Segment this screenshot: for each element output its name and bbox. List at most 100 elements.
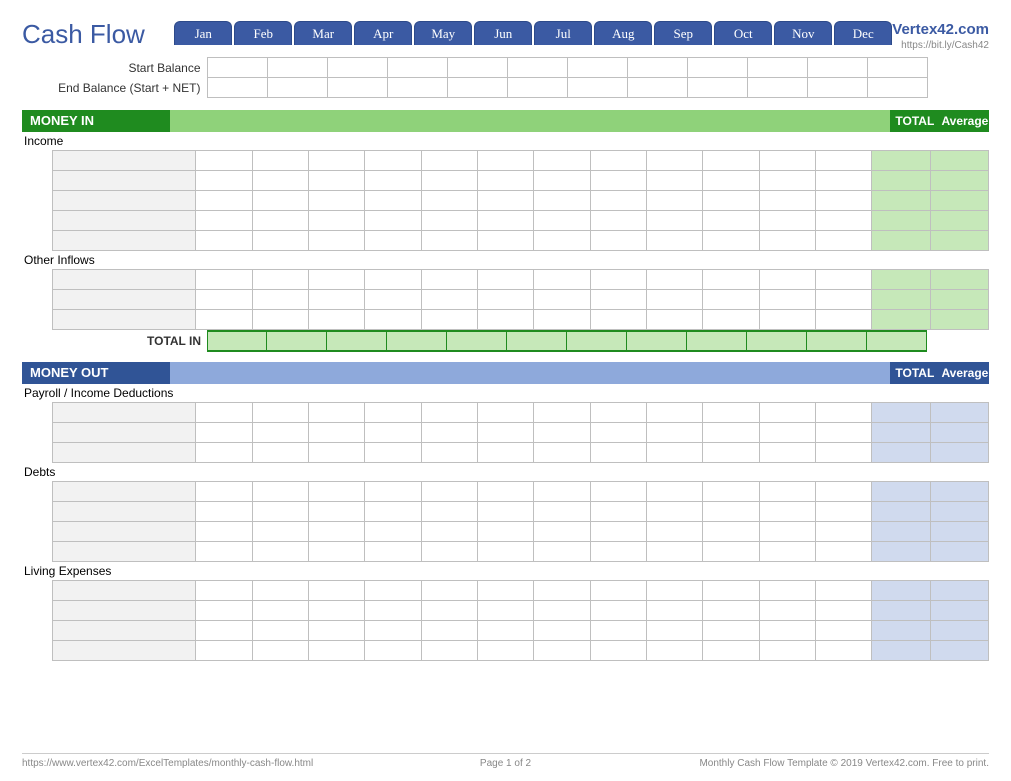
balance-cell[interactable]: [567, 58, 627, 78]
data-cell[interactable]: [252, 502, 308, 522]
data-cell[interactable]: [590, 502, 646, 522]
row-label-cell[interactable]: [53, 191, 196, 211]
data-cell[interactable]: [421, 403, 477, 423]
data-cell[interactable]: [477, 621, 533, 641]
data-cell[interactable]: [421, 423, 477, 443]
data-cell[interactable]: [421, 522, 477, 542]
balance-cell[interactable]: [267, 58, 327, 78]
data-cell[interactable]: [759, 423, 815, 443]
data-cell[interactable]: [365, 310, 421, 330]
balance-cell[interactable]: [327, 58, 387, 78]
data-cell[interactable]: [534, 423, 590, 443]
data-cell[interactable]: [421, 211, 477, 231]
row-label-cell[interactable]: [53, 151, 196, 171]
balance-cell[interactable]: [327, 78, 387, 98]
data-cell[interactable]: [759, 522, 815, 542]
data-cell[interactable]: [816, 443, 872, 463]
month-tab-feb[interactable]: Feb: [234, 21, 292, 45]
balance-cell[interactable]: [207, 58, 267, 78]
data-cell[interactable]: [647, 290, 703, 310]
data-cell[interactable]: [196, 601, 252, 621]
data-cell[interactable]: [703, 290, 759, 310]
month-tab-oct[interactable]: Oct: [714, 21, 772, 45]
data-cell[interactable]: [252, 290, 308, 310]
data-cell[interactable]: [759, 641, 815, 661]
data-cell[interactable]: [196, 403, 252, 423]
data-cell[interactable]: [534, 191, 590, 211]
data-cell[interactable]: [252, 151, 308, 171]
data-cell[interactable]: [421, 641, 477, 661]
data-cell[interactable]: [252, 211, 308, 231]
balance-cell[interactable]: [507, 58, 567, 78]
data-cell[interactable]: [647, 151, 703, 171]
balance-cell[interactable]: [867, 78, 927, 98]
data-cell[interactable]: [308, 231, 364, 251]
data-cell[interactable]: [308, 621, 364, 641]
data-cell[interactable]: [534, 171, 590, 191]
data-cell[interactable]: [252, 270, 308, 290]
data-cell[interactable]: [365, 211, 421, 231]
balance-cell[interactable]: [447, 58, 507, 78]
data-cell[interactable]: [816, 502, 872, 522]
data-cell[interactable]: [590, 542, 646, 562]
data-cell[interactable]: [703, 191, 759, 211]
data-cell[interactable]: [703, 542, 759, 562]
data-cell[interactable]: [534, 641, 590, 661]
data-cell[interactable]: [647, 310, 703, 330]
data-cell[interactable]: [477, 270, 533, 290]
data-cell[interactable]: [590, 290, 646, 310]
data-cell[interactable]: [196, 542, 252, 562]
month-tab-apr[interactable]: Apr: [354, 21, 412, 45]
data-cell[interactable]: [252, 621, 308, 641]
data-cell[interactable]: [759, 270, 815, 290]
data-cell[interactable]: [816, 423, 872, 443]
data-cell[interactable]: [534, 443, 590, 463]
data-cell[interactable]: [365, 522, 421, 542]
data-cell[interactable]: [196, 522, 252, 542]
balance-cell[interactable]: [807, 78, 867, 98]
data-cell[interactable]: [365, 443, 421, 463]
data-cell[interactable]: [759, 191, 815, 211]
row-label-cell[interactable]: [53, 171, 196, 191]
row-label-cell[interactable]: [53, 443, 196, 463]
data-cell[interactable]: [816, 151, 872, 171]
data-cell[interactable]: [590, 191, 646, 211]
data-cell[interactable]: [365, 482, 421, 502]
data-cell[interactable]: [308, 191, 364, 211]
row-label-cell[interactable]: [53, 502, 196, 522]
data-cell[interactable]: [196, 423, 252, 443]
data-cell[interactable]: [759, 443, 815, 463]
balance-cell[interactable]: [627, 78, 687, 98]
data-cell[interactable]: [196, 270, 252, 290]
data-cell[interactable]: [703, 522, 759, 542]
data-cell[interactable]: [477, 403, 533, 423]
data-cell[interactable]: [703, 482, 759, 502]
data-cell[interactable]: [421, 171, 477, 191]
data-cell[interactable]: [647, 191, 703, 211]
data-cell[interactable]: [816, 403, 872, 423]
row-label-cell[interactable]: [53, 581, 196, 601]
data-cell[interactable]: [421, 151, 477, 171]
row-label-cell[interactable]: [53, 542, 196, 562]
data-cell[interactable]: [759, 581, 815, 601]
data-cell[interactable]: [703, 211, 759, 231]
data-cell[interactable]: [590, 482, 646, 502]
row-label-cell[interactable]: [53, 641, 196, 661]
data-cell[interactable]: [534, 581, 590, 601]
data-cell[interactable]: [365, 191, 421, 211]
data-cell[interactable]: [421, 231, 477, 251]
data-cell[interactable]: [477, 423, 533, 443]
balance-cell[interactable]: [387, 78, 447, 98]
data-cell[interactable]: [421, 482, 477, 502]
data-cell[interactable]: [816, 522, 872, 542]
data-cell[interactable]: [816, 270, 872, 290]
data-cell[interactable]: [477, 231, 533, 251]
data-cell[interactable]: [308, 641, 364, 661]
row-label-cell[interactable]: [53, 522, 196, 542]
month-tab-aug[interactable]: Aug: [594, 21, 652, 45]
data-cell[interactable]: [252, 310, 308, 330]
data-cell[interactable]: [703, 443, 759, 463]
data-cell[interactable]: [590, 621, 646, 641]
data-cell[interactable]: [252, 443, 308, 463]
data-cell[interactable]: [534, 522, 590, 542]
